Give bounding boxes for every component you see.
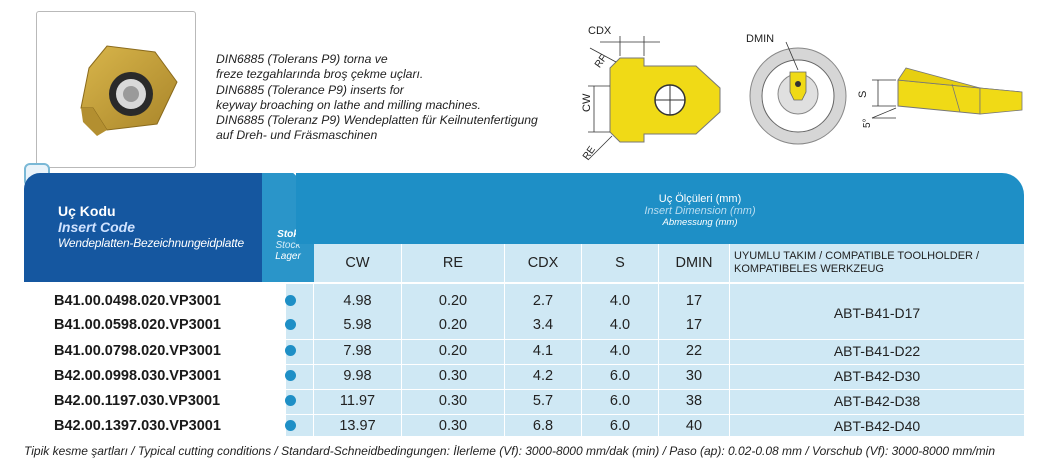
cell-re: 0.30 — [438, 393, 468, 409]
table-row: B41.00.0798.020.VP3001 7.98 0.20 4.1 4.0… — [24, 340, 1024, 362]
header-stock-en: Stock — [275, 240, 301, 251]
technical-diagrams: CDX RF CW RE DMIN S 5° — [560, 8, 1030, 173]
insert-table-body: B41.00.0498.020.VP3001 4.98 0.20 2.7 4.0… — [24, 284, 1024, 436]
rf-label: RF — [593, 53, 610, 70]
cell-re: 0.20 — [438, 293, 468, 309]
cell-cw: 13.97 — [339, 418, 376, 434]
col-header-cdx: CDX — [505, 244, 581, 282]
cell-dmin: 17 — [685, 293, 703, 309]
insert-code: B41.00.0598.020.VP3001 — [54, 317, 221, 333]
in-stock-dot — [285, 345, 296, 356]
description-line: keyway broaching on lathe and milling ma… — [216, 97, 481, 112]
cdx-label: CDX — [588, 25, 612, 37]
header-code-en: Insert Code — [58, 219, 136, 235]
cell-cw: 11.97 — [339, 393, 376, 409]
product-photo — [36, 11, 196, 168]
dmin-label: DMIN — [746, 33, 774, 45]
header-code-tr: Uç Kodu — [58, 203, 116, 219]
cell-cdx: 4.1 — [532, 343, 554, 359]
table-row: B41.00.0498.020.VP3001 4.98 0.20 2.7 4.0… — [24, 290, 1024, 312]
header-code-de: Wendeplatten-Bezeichnungeidplatte — [58, 236, 244, 250]
insert-code: B41.00.0798.020.VP3001 — [54, 343, 221, 359]
cell-s: 6.0 — [609, 393, 631, 409]
cell-re: 0.30 — [438, 368, 468, 384]
cutting-conditions-footer: Tipik kesme şartları / Typical cutting c… — [24, 444, 995, 458]
compatible-tool: ABT-B42-D40 — [833, 418, 921, 434]
cell-cw: 4.98 — [343, 293, 372, 309]
insert-code: B42.00.1197.030.VP3001 — [54, 393, 221, 409]
cell-cdx: 3.4 — [532, 317, 554, 333]
cell-s: 6.0 — [609, 368, 631, 384]
description-line: DIN6885 (Tolerance P9) inserts for — [216, 82, 404, 97]
cell-cw: 9.98 — [343, 368, 372, 384]
insert-code: B42.00.0998.030.VP3001 — [54, 368, 221, 384]
cell-dmin: 38 — [685, 393, 703, 409]
cell-dmin: 22 — [685, 343, 703, 359]
table-row: B42.00.0998.030.VP3001 9.98 0.30 4.2 6.0… — [24, 365, 1024, 387]
cell-s: 4.0 — [609, 293, 631, 309]
in-stock-dot — [285, 420, 296, 431]
description-line: DIN6885 (Tolerans P9) torna ve — [216, 52, 388, 66]
in-stock-dot — [285, 370, 296, 381]
compatible-tool: ABT-B42-D30 — [833, 368, 921, 384]
cell-s: 4.0 — [609, 343, 631, 359]
re-label: RE — [581, 144, 598, 162]
description-line: freze tezgahlarında broş çekme uçları. — [216, 67, 424, 82]
code-column — [24, 284, 284, 436]
table-row: B42.00.1197.030.VP3001 11.97 0.30 5.7 6.… — [24, 390, 1024, 412]
insert-code: B41.00.0498.020.VP3001 — [54, 293, 221, 309]
header-stock-de: Lager — [275, 251, 301, 262]
cw-label: CW — [581, 93, 593, 112]
header-dim-tr: Uç Ölçüleri (mm) — [658, 193, 742, 205]
in-stock-dot — [285, 395, 296, 406]
header-stock-tr: Stok — [277, 229, 299, 240]
description-line: auf Dreh- und Fräsmaschinen — [216, 128, 378, 143]
cell-cdx: 6.8 — [532, 418, 554, 434]
compatible-tool: ABT-B41-D22 — [833, 343, 921, 359]
in-stock-dot — [285, 319, 296, 330]
cell-re: 0.20 — [438, 343, 468, 359]
cell-s: 6.0 — [609, 418, 631, 434]
product-description: DIN6885 (Tolerans P9) torna ve freze tez… — [216, 52, 556, 144]
data-area — [286, 284, 1024, 436]
in-stock-dot — [285, 295, 296, 306]
table-row: B42.00.1397.030.VP3001 13.97 0.30 6.8 6.… — [24, 415, 1024, 437]
cell-dmin: 40 — [685, 418, 703, 434]
s-label: S — [857, 91, 869, 98]
table-row: B41.00.0598.020.VP3001 5.98 0.20 3.4 4.0… — [24, 314, 1024, 336]
header-insert-dimension: Uç Ölçüleri (mm) Insert Dimension (mm) A… — [296, 173, 1024, 244]
cell-dmin: 30 — [685, 368, 703, 384]
dimension-diagram: CDX RF CW RE DMIN S 5° — [581, 25, 1023, 162]
compatible-tool: ABT-B41-D17 — [833, 305, 921, 321]
cell-re: 0.20 — [438, 317, 468, 333]
cell-s: 4.0 — [609, 317, 631, 333]
angle-label: 5° — [862, 118, 873, 128]
col-header-re: RE — [402, 244, 504, 282]
col-header-compatible-toolholder: UYUMLU TAKIM / COMPATIBLE TOOLHOLDER / K… — [730, 244, 1024, 282]
cell-dmin: 17 — [685, 317, 703, 333]
col-header-s: S — [582, 244, 658, 282]
col-header-cw: CW — [314, 244, 401, 282]
header-dim-en: Insert Dimension (mm) — [644, 205, 756, 217]
header-dim-de: Abmessung (mm) — [662, 217, 738, 228]
cell-re: 0.30 — [438, 418, 468, 434]
cell-cw: 7.98 — [343, 343, 372, 359]
header-insert-code: Uç Kodu Insert Code Wendeplatten-Bezeich… — [24, 173, 272, 282]
insert-code: B42.00.1397.030.VP3001 — [54, 418, 221, 434]
col-header-dmin: DMIN — [659, 244, 729, 282]
cell-cdx: 4.2 — [532, 368, 554, 384]
description-line: DIN6885 (Toleranz P9) Wendeplatten für K… — [216, 113, 538, 128]
compatible-tool: ABT-B42-D38 — [833, 393, 921, 409]
cell-cdx: 2.7 — [532, 293, 554, 309]
cell-cw: 5.98 — [343, 317, 372, 333]
cell-cdx: 5.7 — [532, 393, 554, 409]
